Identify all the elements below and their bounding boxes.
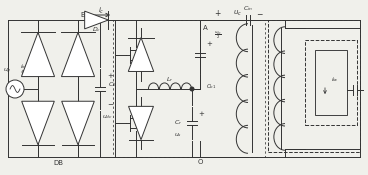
Bar [315, 50, 347, 115]
Text: $C_{b1}$: $C_{b1}$ [206, 83, 216, 92]
Polygon shape [128, 106, 153, 140]
Text: $-$: $-$ [107, 100, 114, 106]
Text: $D_c$: $D_c$ [92, 26, 101, 34]
Bar [113, 20, 265, 157]
Text: $L_r$: $L_r$ [166, 76, 174, 85]
Bar [305, 40, 357, 125]
Text: $i_c$: $i_c$ [98, 6, 104, 16]
Text: $+$: $+$ [198, 108, 205, 117]
Text: $i_{in}$: $i_{in}$ [20, 62, 28, 71]
Polygon shape [128, 38, 154, 71]
Text: $u_s$: $u_s$ [174, 131, 182, 139]
Text: $+$: $+$ [107, 71, 114, 79]
Polygon shape [21, 32, 54, 77]
Text: A: A [203, 25, 208, 31]
Text: $C_{in}$: $C_{in}$ [243, 5, 253, 13]
Polygon shape [62, 101, 94, 145]
Circle shape [6, 80, 24, 98]
Text: $+$: $+$ [214, 8, 222, 18]
Text: DB: DB [53, 160, 63, 166]
Text: B: B [80, 12, 85, 18]
Circle shape [190, 87, 194, 91]
Text: $\frac{u_{dc}}{2}$: $\frac{u_{dc}}{2}$ [214, 29, 222, 41]
Text: $+$: $+$ [206, 38, 213, 47]
Bar [268, 20, 360, 152]
Polygon shape [61, 32, 95, 77]
Text: $C_r$: $C_r$ [174, 118, 182, 127]
Text: $-$: $-$ [256, 9, 264, 18]
Text: $C_B$: $C_B$ [108, 80, 117, 89]
Text: O: O [197, 159, 203, 165]
Text: $u_c$: $u_c$ [233, 8, 243, 18]
Text: $i_{la}$: $i_{la}$ [331, 76, 339, 85]
Text: $u_{dc}$: $u_{dc}$ [102, 113, 113, 121]
Polygon shape [22, 101, 54, 145]
Text: $u_g$: $u_g$ [3, 66, 11, 76]
Polygon shape [85, 11, 108, 29]
